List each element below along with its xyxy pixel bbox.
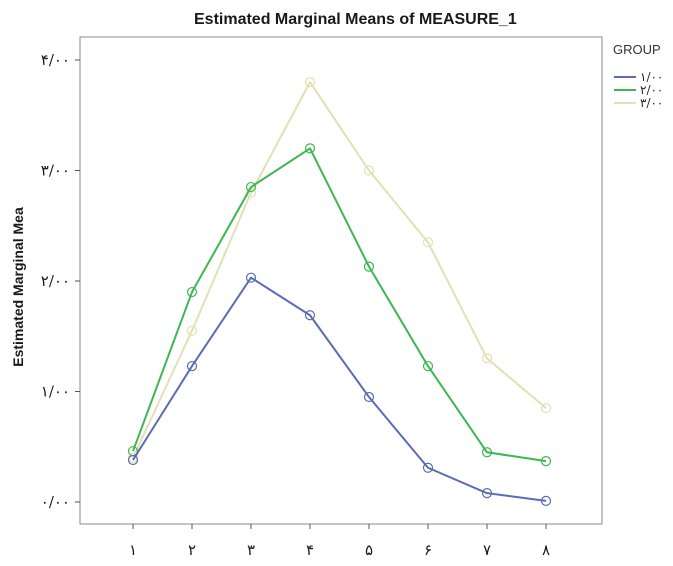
series-group-3: [127, 76, 552, 463]
y-tick-label: ۱/۰۰: [41, 383, 70, 401]
legend-label: ۲/۰۰: [640, 83, 663, 97]
data-point: [481, 488, 493, 499]
data-point: [481, 353, 493, 364]
x-tick-label: ۲: [188, 541, 196, 559]
data-point: [127, 454, 139, 466]
data-point: [186, 286, 198, 298]
series-layer: [127, 76, 552, 506]
series-line-2: [132, 147, 547, 463]
legend-label: ۳/۰۰: [640, 96, 663, 110]
y-axis-label: Estimated Marginal Mea: [10, 207, 26, 367]
data-point: [363, 391, 375, 403]
y-tick-label: ۳/۰۰: [41, 162, 70, 180]
data-point: [540, 402, 552, 414]
data-point: [540, 495, 552, 506]
data-point: [481, 447, 493, 458]
data-point: [363, 165, 375, 176]
x-tick-label: ۳: [247, 541, 255, 559]
x-axis: ۱ ۲ ۳ ۴ ۵ ۶ ۷ ۸: [129, 524, 550, 559]
data-point: [186, 360, 198, 372]
x-tick-label: ۱: [129, 541, 137, 559]
data-point: [245, 181, 257, 193]
data-point: [304, 310, 316, 321]
data-point: [304, 76, 316, 88]
y-axis: ۰/۰۰ ۱/۰۰ ۲/۰۰ ۳/۰۰ ۴/۰۰: [41, 51, 80, 511]
data-point: [186, 325, 198, 336]
data-point: [363, 261, 375, 272]
y-tick-label: ۰/۰۰: [41, 493, 70, 511]
legend-items: ۱/۰۰۲/۰۰۳/۰۰: [614, 70, 663, 110]
data-point: [304, 143, 316, 154]
data-point: [245, 272, 257, 283]
series-group-1: [127, 272, 552, 506]
x-tick-label: ۶: [424, 541, 432, 559]
data-point: [540, 456, 552, 467]
x-tick-label: ۸: [542, 541, 550, 559]
series-line-1: [132, 276, 547, 502]
legend-label: ۱/۰۰: [640, 70, 663, 84]
data-point: [422, 462, 434, 473]
x-tick-label: ۷: [483, 541, 491, 559]
y-tick-label: ۲/۰۰: [41, 272, 70, 290]
x-tick-label: ۵: [365, 541, 373, 559]
plot-area-frame: [79, 36, 603, 525]
data-point: [422, 237, 434, 248]
data-point: [422, 360, 434, 372]
x-tick-label: ۴: [306, 541, 314, 559]
legend-title: GROUP: [613, 42, 661, 57]
legend: GROUP ۱/۰۰۲/۰۰۳/۰۰: [613, 42, 663, 110]
chart-title: Estimated Marginal Means of MEASURE_1: [194, 11, 517, 28]
y-tick-label: ۴/۰۰: [41, 51, 70, 69]
series-line-3: [132, 81, 547, 459]
series-group-2: [127, 143, 552, 467]
